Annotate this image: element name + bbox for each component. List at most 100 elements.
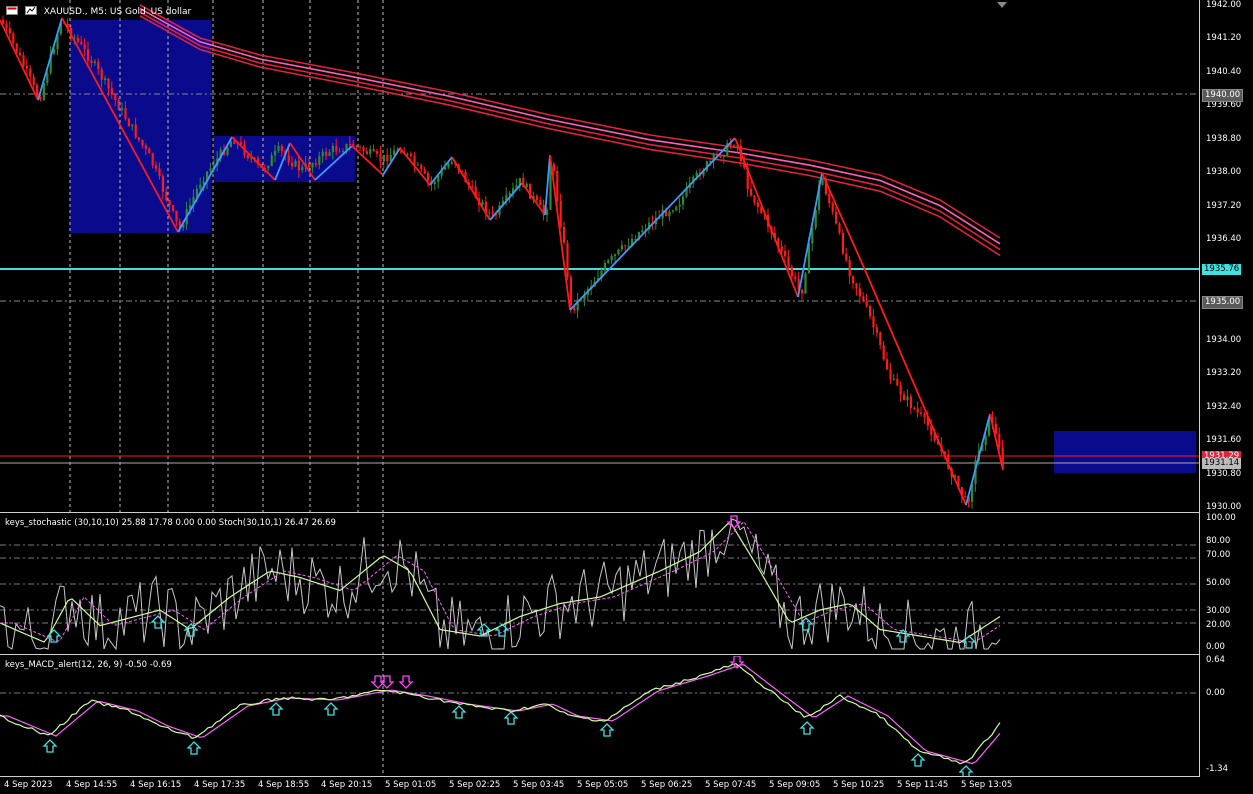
bear-candle [474, 186, 477, 198]
time-axis-label: 4 Sep 20:15 [321, 780, 373, 790]
bull-candle [705, 161, 708, 171]
bear-candle [529, 183, 532, 199]
bear-candle [869, 306, 872, 317]
bear-candle [838, 223, 841, 233]
bull-candle [603, 263, 606, 271]
buy-arrow-icon [451, 705, 467, 719]
bear-candle [801, 289, 804, 294]
bear-candle [172, 205, 175, 211]
price-axis[interactable] [1199, 0, 1253, 793]
bull-candle [515, 185, 518, 189]
bear-candle [753, 195, 756, 203]
stochastic-pane[interactable]: keys_stochastic (30,10,10) 25.88 17.78 0… [0, 514, 1200, 654]
bull-candle [631, 239, 634, 246]
macd-pane[interactable]: keys_MACD_alert(12, 26, 9) -0.50 -0.69 [0, 656, 1200, 776]
bear-candle [852, 276, 855, 284]
bull-candle [532, 196, 535, 199]
pane-separator[interactable] [0, 654, 1200, 655]
bull-candle [525, 183, 528, 188]
zigzag-segment [864, 269, 967, 506]
bull-candle [274, 150, 277, 156]
bull-candle [702, 170, 705, 176]
target-box [1054, 431, 1196, 473]
bear-candle [410, 153, 413, 156]
bear-candle [29, 68, 32, 77]
bull-candle [488, 212, 491, 214]
symbol-title: XAUUSD., M5: US Gold [43, 7, 146, 17]
bear-candle [889, 369, 892, 380]
bull-candle [600, 270, 603, 279]
time-axis[interactable] [0, 776, 1200, 794]
bull-candle [505, 195, 508, 201]
bull-candle [301, 166, 304, 171]
moving-average-line [139, 11, 1001, 251]
bull-candle [648, 222, 651, 230]
bear-candle [90, 60, 93, 64]
stochastic-canvas[interactable] [0, 514, 1200, 654]
bear-candle [335, 146, 338, 152]
bear-candle [930, 425, 933, 435]
price-chart-pane[interactable] [0, 0, 1200, 512]
macd-level-max: 0.64 [1206, 655, 1225, 665]
bear-candle [903, 394, 906, 401]
bear-candle [87, 49, 90, 61]
buy-arrow-icon [799, 721, 815, 735]
macd-canvas[interactable] [0, 656, 1200, 776]
bear-candle [134, 124, 137, 138]
price-axis-label: 1932.40 [1206, 402, 1242, 412]
bear-candle [168, 200, 171, 206]
time-axis-label: 5 Sep 05:05 [577, 780, 629, 790]
bull-candle [722, 155, 725, 158]
macd-signal-line [0, 664, 1001, 765]
zigzag-segment [399, 147, 431, 186]
zigzag-segment [231, 136, 276, 181]
sell-arrow-icon [398, 675, 414, 689]
pane-separator[interactable] [0, 512, 1200, 513]
buy-arrow-icon [46, 629, 62, 643]
bear-candle [325, 151, 328, 156]
bear-candle [158, 168, 161, 177]
buy-arrow-icon [910, 753, 926, 767]
bear-candle [872, 316, 875, 328]
bull-candle [607, 260, 610, 264]
bear-candle [25, 65, 28, 69]
bear-candle [240, 142, 243, 145]
bear-candle [138, 137, 141, 140]
bull-candle [437, 175, 440, 183]
bear-candle [352, 144, 355, 147]
bull-candle [620, 245, 623, 250]
bear-candle [413, 155, 416, 165]
time-axis-label: 5 Sep 13:05 [961, 780, 1013, 790]
bear-candle [624, 245, 627, 247]
bear-candle [841, 232, 844, 254]
bull-candle [450, 162, 453, 164]
bear-candle [964, 496, 967, 498]
price-axis-label: 1940.40 [1206, 67, 1242, 77]
chart-shift-icon[interactable] [997, 2, 1007, 8]
bear-candle [178, 221, 181, 228]
bear-candle [127, 118, 130, 127]
bear-candle [97, 61, 100, 70]
bull-candle [682, 196, 685, 205]
bear-candle [246, 155, 249, 159]
stoch-level-20: 20.00 [1206, 620, 1231, 630]
bull-candle [583, 294, 586, 300]
price-axis-label: 1931.60 [1206, 435, 1242, 445]
zigzag-segment [549, 154, 571, 311]
bull-candle [981, 444, 984, 451]
bear-candle [80, 41, 83, 45]
bear-candle [297, 160, 300, 171]
bear-candle [563, 226, 566, 243]
stochastic-main-line [0, 522, 1001, 644]
zigzag-segment [965, 413, 991, 506]
price-axis-label: 1941.20 [1206, 33, 1242, 43]
moving-average-line [139, 15, 1001, 257]
moving-average-line [139, 7, 1001, 245]
bull-candle [726, 143, 729, 156]
price-chart-canvas[interactable] [0, 0, 1200, 512]
consolidation-box [70, 20, 211, 233]
bear-candle [780, 246, 783, 251]
bear-candle [117, 100, 120, 110]
bear-candle [556, 170, 559, 201]
ask-price-tag: 1931.14 [1202, 458, 1242, 469]
